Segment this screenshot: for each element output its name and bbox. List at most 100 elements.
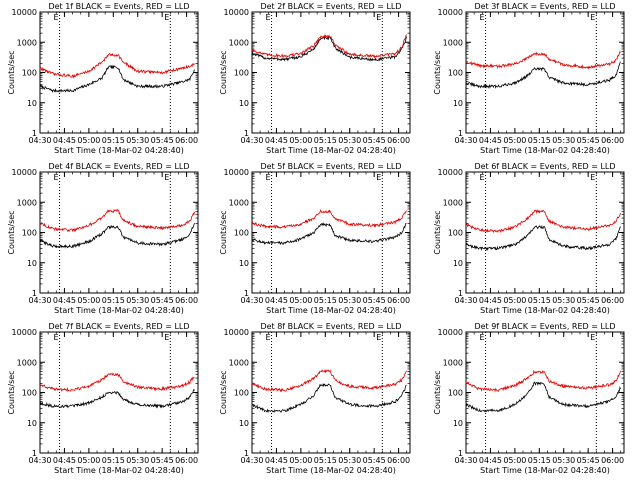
panel-title: Det 4f BLACK = Events, RED = LLD bbox=[48, 162, 189, 171]
y-tick-label: 1000 bbox=[443, 198, 463, 207]
interval-marker-label: E bbox=[54, 173, 59, 182]
y-tick-label: 100 bbox=[448, 229, 463, 238]
x-tick-label: 04:45 bbox=[479, 456, 502, 465]
y-tick-label: 100 bbox=[234, 69, 249, 78]
x-tick-label: 04:30 bbox=[454, 136, 477, 145]
x-tick-label: 05:15 bbox=[528, 136, 551, 145]
plot-frame bbox=[39, 11, 199, 134]
series-events bbox=[465, 224, 621, 252]
series-events bbox=[465, 381, 621, 413]
y-tick-label: 10000 bbox=[224, 168, 249, 177]
x-tick-label: 04:45 bbox=[265, 296, 288, 305]
y-tick-label: 1 bbox=[458, 129, 463, 138]
x-tick-label: 06:00 bbox=[175, 136, 198, 145]
x-tick-label: 05:00 bbox=[77, 136, 100, 145]
y-axis-label: Counts/sec bbox=[219, 50, 228, 94]
x-tick-label: 05:00 bbox=[503, 456, 526, 465]
y-tick-label: 10 bbox=[27, 419, 37, 428]
x-tick-label: 06:00 bbox=[601, 136, 624, 145]
series-events bbox=[465, 61, 621, 89]
x-tick-label: 05:45 bbox=[363, 136, 386, 145]
x-tick-label: 05:15 bbox=[528, 456, 551, 465]
x-tick-label: 04:45 bbox=[53, 136, 76, 145]
y-tick-label: 10000 bbox=[12, 168, 37, 177]
series-events bbox=[39, 64, 195, 94]
interval-marker-label: E bbox=[266, 13, 271, 22]
plot-frame bbox=[251, 171, 411, 294]
y-tick-label: 1 bbox=[244, 289, 249, 298]
y-tick-label: 10 bbox=[239, 419, 249, 428]
interval-marker-label: E bbox=[164, 333, 169, 342]
y-tick-label: 1000 bbox=[229, 358, 249, 367]
x-tick-label: 06:00 bbox=[175, 456, 198, 465]
y-tick-label: 1 bbox=[32, 289, 37, 298]
plot-frame bbox=[465, 11, 625, 134]
x-tick-label: 05:15 bbox=[314, 296, 337, 305]
interval-marker-label: E bbox=[266, 173, 271, 182]
x-tick-label: 05:30 bbox=[338, 136, 361, 145]
x-tick-label: 05:45 bbox=[577, 136, 600, 145]
interval-marker-label: E bbox=[266, 333, 271, 342]
interval-marker-label: E bbox=[590, 13, 595, 22]
x-tick-label: 04:45 bbox=[265, 456, 288, 465]
y-tick-label: 10 bbox=[453, 99, 463, 108]
y-tick-label: 100 bbox=[22, 69, 37, 78]
x-tick-label: 05:30 bbox=[126, 456, 149, 465]
interval-marker-label: E bbox=[376, 13, 381, 22]
x-tick-label: 05:45 bbox=[151, 136, 174, 145]
y-axis-label: Counts/sec bbox=[433, 370, 442, 414]
panel-det-1: Det 1f BLACK = Events, RED = LLD 1 10 100 10… bbox=[7, 2, 199, 155]
panel-det-7: Det 7f BLACK = Events, RED = LLD 1 10 100 10… bbox=[7, 322, 199, 475]
x-tick-label: 05:30 bbox=[552, 456, 575, 465]
x-tick-label: 05:00 bbox=[503, 296, 526, 305]
panel-title: Det 1f BLACK = Events, RED = LLD bbox=[48, 2, 189, 11]
x-tick-label: 05:00 bbox=[503, 136, 526, 145]
y-tick-label: 100 bbox=[234, 229, 249, 238]
x-tick-label: 05:00 bbox=[77, 456, 100, 465]
y-axis-label: Counts/sec bbox=[7, 370, 16, 414]
series-lld bbox=[251, 369, 407, 393]
panel-title: Det 6f BLACK = Events, RED = LLD bbox=[474, 162, 615, 171]
x-axis-label: Start Time (18-Mar-02 04:28:40) bbox=[266, 466, 396, 475]
panel-title: Det 7f BLACK = Events, RED = LLD bbox=[48, 322, 189, 331]
interval-marker-label: E bbox=[590, 333, 595, 342]
y-tick-label: 100 bbox=[234, 389, 249, 398]
y-tick-label: 1000 bbox=[443, 358, 463, 367]
x-tick-label: 04:30 bbox=[454, 296, 477, 305]
y-axis-label: Counts/sec bbox=[219, 370, 228, 414]
x-axis-label: Start Time (18-Mar-02 04:28:40) bbox=[54, 146, 184, 155]
series-lld bbox=[251, 209, 407, 229]
y-tick-label: 10000 bbox=[12, 328, 37, 337]
x-axis-label: Start Time (18-Mar-02 04:28:40) bbox=[480, 466, 610, 475]
series-events bbox=[251, 222, 407, 245]
x-tick-label: 04:30 bbox=[28, 296, 51, 305]
x-tick-label: 05:45 bbox=[577, 296, 600, 305]
panel-det-5: Det 5f BLACK = Events, RED = LLD 1 10 100 10… bbox=[219, 162, 411, 315]
plot-frame bbox=[465, 171, 625, 294]
series-lld bbox=[465, 209, 621, 234]
y-tick-label: 10 bbox=[239, 99, 249, 108]
x-tick-label: 06:00 bbox=[175, 296, 198, 305]
x-tick-label: 06:00 bbox=[387, 456, 410, 465]
interval-marker-label: E bbox=[164, 173, 169, 182]
x-tick-label: 05:45 bbox=[151, 296, 174, 305]
panel-title: Det 8f BLACK = Events, RED = LLD bbox=[260, 322, 401, 331]
x-tick-label: 05:30 bbox=[552, 136, 575, 145]
series-events bbox=[39, 388, 195, 409]
x-tick-label: 05:00 bbox=[289, 296, 312, 305]
series-lld bbox=[39, 372, 195, 393]
x-tick-label: 05:00 bbox=[289, 136, 312, 145]
x-tick-label: 05:15 bbox=[102, 136, 125, 145]
y-tick-label: 100 bbox=[448, 389, 463, 398]
interval-marker-label: E bbox=[54, 13, 59, 22]
series-lld bbox=[465, 369, 621, 393]
y-tick-label: 10000 bbox=[224, 328, 249, 337]
panel-title: Det 2f BLACK = Events, RED = LLD bbox=[260, 2, 401, 11]
x-tick-label: 05:30 bbox=[126, 296, 149, 305]
interval-marker-label: E bbox=[480, 13, 485, 22]
y-tick-label: 100 bbox=[22, 389, 37, 398]
y-tick-label: 1 bbox=[458, 449, 463, 458]
y-axis-label: Counts/sec bbox=[433, 210, 442, 254]
y-tick-label: 1 bbox=[244, 449, 249, 458]
x-tick-label: 04:45 bbox=[265, 136, 288, 145]
